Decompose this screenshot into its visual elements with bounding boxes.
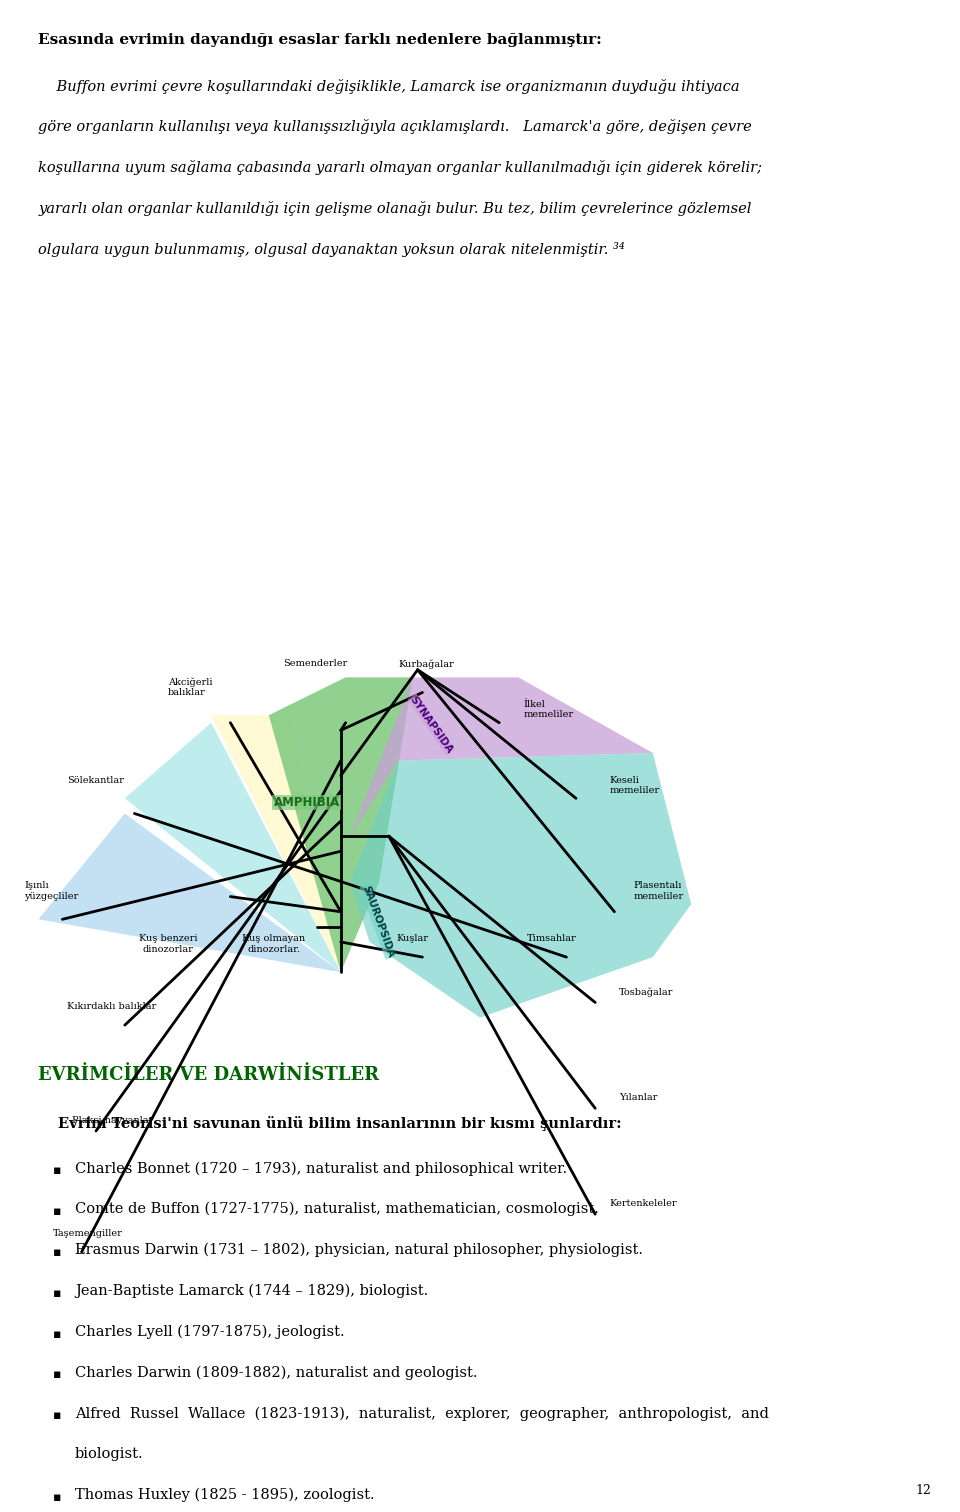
Text: göre organların kullanılışı veya kullanışsızlığıyla açıklamışlardı.   Lamarck'a : göre organların kullanılışı veya kullanı… [38, 119, 752, 135]
Text: Kuş benzeri
dinozorlar: Kuş benzeri dinozorlar [139, 934, 197, 954]
Text: İlkel
memeliler: İlkel memeliler [523, 700, 573, 720]
Text: biologist.: biologist. [75, 1447, 143, 1461]
FancyBboxPatch shape [19, 662, 941, 1033]
Text: Jean-Baptiste Lamarck (1744 – 1829), biologist.: Jean-Baptiste Lamarck (1744 – 1829), bio… [75, 1284, 428, 1299]
Text: Charles Darwin (1809-1882), naturalist and geologist.: Charles Darwin (1809-1882), naturalist a… [75, 1365, 477, 1380]
Text: ▪: ▪ [53, 1368, 61, 1382]
Text: 12: 12 [915, 1483, 931, 1497]
Text: Erasmus Darwin (1731 – 1802), physician, natural philosopher, physiologist.: Erasmus Darwin (1731 – 1802), physician,… [75, 1243, 643, 1258]
Text: yararlı olan organlar kullanıldığı için gelişme olanağı bulur. Bu tez, bilim çev: yararlı olan organlar kullanıldığı için … [38, 201, 752, 216]
Text: olgulara uygun bulunmamış, olgusal dayanaktan yoksun olarak nitelenmiştir. ³⁴: olgulara uygun bulunmamış, olgusal dayan… [38, 242, 625, 257]
Text: Buffon evrimi çevre koşullarındaki değişiklikle, Lamarck ise organizmanın duyduğ: Buffon evrimi çevre koşullarındaki değiş… [38, 79, 740, 94]
Text: Keseli
memeliler: Keseli memeliler [610, 776, 660, 795]
Text: Yılanlar: Yılanlar [619, 1093, 658, 1102]
Text: ▪: ▪ [53, 1491, 61, 1504]
Text: ▪: ▪ [53, 1246, 61, 1259]
Text: Semenderler: Semenderler [283, 659, 348, 668]
Text: Akciğerli
balıklar: Akciğerli balıklar [168, 677, 212, 697]
Text: Işınlı
yüzgeçliler: Işınlı yüzgeçliler [24, 881, 79, 901]
Polygon shape [350, 677, 653, 836]
Text: ▪: ▪ [53, 1328, 61, 1341]
Text: Charles Bonnet (1720 – 1793), naturalist and philosophical writer.: Charles Bonnet (1720 – 1793), naturalist… [75, 1161, 567, 1176]
Text: ▪: ▪ [53, 1164, 61, 1178]
Text: Kıkırdaklı balıklar: Kıkırdaklı balıklar [67, 1002, 156, 1012]
Text: Plasentalı
memeliler: Plasentalı memeliler [634, 881, 684, 901]
Text: ▪: ▪ [53, 1409, 61, 1423]
Text: Kertenkeleler: Kertenkeleler [610, 1199, 677, 1208]
Text: SYNAPSIDA: SYNAPSIDA [408, 694, 455, 754]
Polygon shape [269, 677, 413, 972]
Text: Thomas Huxley (1825 - 1895), zoologist.: Thomas Huxley (1825 - 1895), zoologist. [75, 1488, 374, 1503]
Text: koşullarına uyum sağlama çabasında yararlı olmayan organlar kullanılmadığı için : koşullarına uyum sağlama çabasında yarar… [38, 160, 762, 175]
Text: Kuş olmayan
dinozorlar.: Kuş olmayan dinozorlar. [242, 934, 305, 954]
Text: Taşemengiller: Taşemengiller [53, 1229, 123, 1238]
Text: AMPHIBIA: AMPHIBIA [274, 795, 340, 809]
Text: Kurbağalar: Kurbağalar [398, 659, 454, 668]
Text: Esasında evrimin dayandığı esaslar farklı nedenlere bağlanmıştır:: Esasında evrimin dayandığı esaslar farkl… [38, 33, 602, 47]
Text: SAUROPSIDA: SAUROPSIDA [360, 885, 396, 959]
Text: Sölekantlar: Sölekantlar [67, 776, 124, 785]
Text: Charles Lyell (1797-1875), jeologist.: Charles Lyell (1797-1875), jeologist. [75, 1325, 345, 1340]
Text: Tosbağalar: Tosbağalar [619, 987, 674, 996]
Text: ▪: ▪ [53, 1287, 61, 1300]
Text: Alfred  Russel  Wallace  (1823-1913),  naturalist,  explorer,  geographer,  anth: Alfred Russel Wallace (1823-1913), natur… [75, 1406, 769, 1421]
Polygon shape [125, 723, 341, 972]
Text: Comte de Buffon (1727-1775), naturalist, mathematician, cosmologist.: Comte de Buffon (1727-1775), naturalist,… [75, 1202, 599, 1217]
Polygon shape [38, 813, 341, 972]
Text: Plaksi hayvanlar: Plaksi hayvanlar [72, 1116, 154, 1125]
Text: ▪: ▪ [53, 1205, 61, 1219]
Polygon shape [211, 715, 341, 972]
Text: Evrim Teorisi'ni savunan ünlü bilim insanlarının bir kısmı şunlardır:: Evrim Teorisi'ni savunan ünlü bilim insa… [58, 1116, 621, 1131]
Text: Timsahlar: Timsahlar [527, 934, 577, 943]
Polygon shape [350, 753, 691, 1018]
Text: EVRİMCİLER VE DARWİNİSTLER: EVRİMCİLER VE DARWİNİSTLER [38, 1066, 379, 1084]
Text: Kuşlar: Kuşlar [396, 934, 429, 943]
